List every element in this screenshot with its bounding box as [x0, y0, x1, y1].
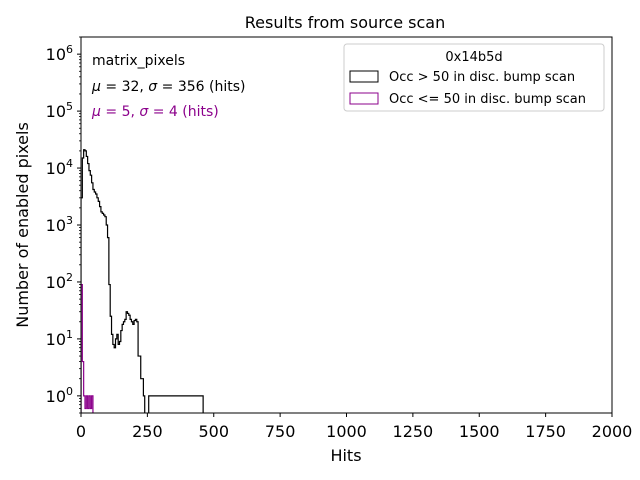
units-purple: (hits): [182, 104, 218, 120]
series-occ-le-50-histogram: [81, 283, 94, 413]
info-stats-purple: μ = 5, σ = 4 (hits): [91, 104, 219, 120]
x-tick-label: 250: [132, 422, 163, 441]
info-stats-black: μ = 32, σ = 356 (hits): [91, 79, 245, 95]
legend-entry-black: Occ > 50 in disc. bump scan: [389, 70, 575, 85]
x-tick-label: 500: [198, 422, 229, 441]
mu-black: 32: [122, 79, 140, 95]
x-tick-label: 1500: [459, 422, 500, 441]
x-tick-label: 1750: [525, 422, 566, 441]
y-tick-label: 102: [46, 271, 73, 292]
legend-entry-purple: Occ <= 50 in disc. bump scan: [389, 92, 586, 107]
sigma-purple: 4: [169, 104, 178, 120]
series-occ-gt-50-histogram: [81, 149, 204, 413]
y-axis: 100 101 102 103 104 105 106: [46, 36, 81, 414]
units-black: (hits): [209, 79, 245, 95]
legend: 0x14b5d Occ > 50 in disc. bump scan Occ …: [343, 43, 605, 112]
x-axis: 0 250 500 750 1000 1250 1500 1750 2000: [76, 413, 632, 441]
y-tick-label: 106: [46, 43, 73, 64]
y-tick-label: 103: [46, 214, 73, 235]
chart-title: Results from source scan: [245, 13, 445, 32]
legend-box: [343, 43, 605, 112]
x-tick-label: 750: [265, 422, 296, 441]
mu-purple: 5: [122, 104, 131, 120]
y-tick-label: 105: [46, 100, 73, 121]
legend-swatch-purple: [349, 92, 379, 105]
x-tick-label: 1000: [326, 422, 367, 441]
y-tick-label: 101: [46, 328, 73, 349]
info-title: matrix_pixels: [92, 53, 185, 69]
legend-title: 0x14b5d: [445, 50, 502, 65]
y-tick-label: 104: [46, 157, 73, 178]
x-tick-label: 1250: [393, 422, 434, 441]
info-text-block: matrix_pixels μ = 32, σ = 356 (hits) μ =…: [91, 53, 245, 120]
y-tick-label: 100: [46, 385, 73, 406]
x-tick-label: 0: [76, 422, 86, 441]
y-axis-label: Number of enabled pixels: [13, 122, 32, 328]
x-tick-label: 2000: [592, 422, 633, 441]
x-axis-label: Hits: [330, 446, 361, 465]
sigma-black: 356: [178, 79, 205, 95]
legend-swatch-black: [349, 70, 379, 83]
